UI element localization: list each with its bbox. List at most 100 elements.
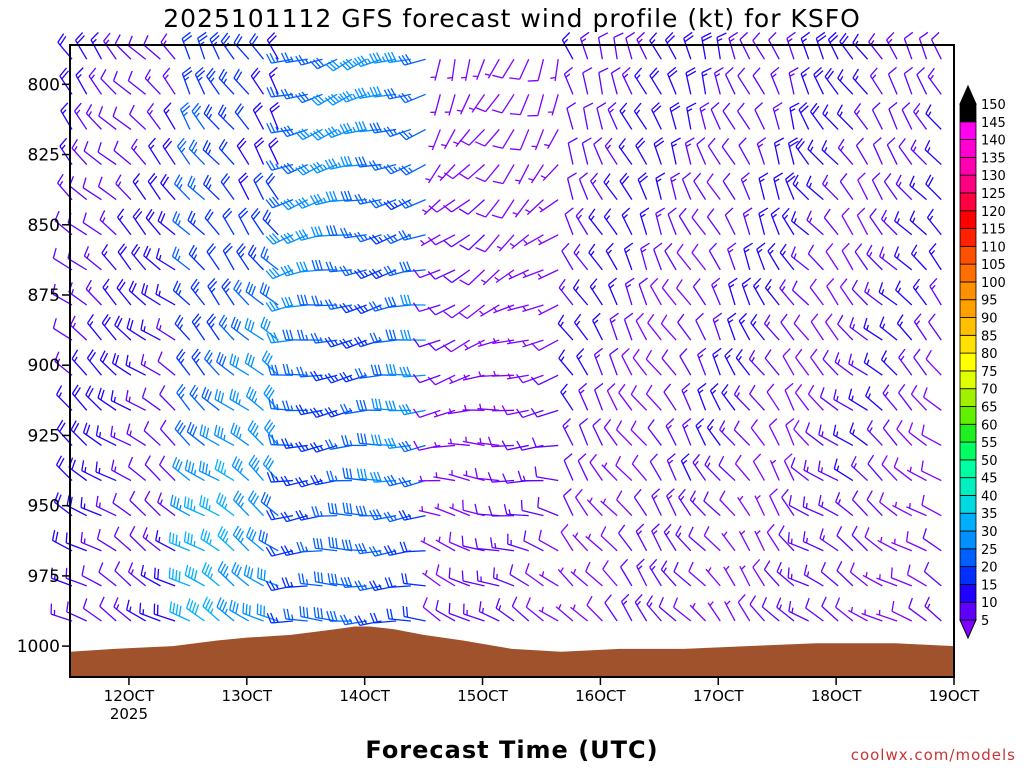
wind-barb <box>114 315 132 341</box>
barb-staff <box>199 434 220 447</box>
barb-half-feather <box>852 323 856 330</box>
barb-feather <box>822 349 829 360</box>
wind-barb <box>418 506 441 517</box>
barb-staff <box>562 425 574 446</box>
barb-staff <box>268 144 279 165</box>
wind-barb <box>803 459 824 482</box>
barb-staff <box>271 58 294 64</box>
wind-barb <box>837 138 854 165</box>
wind-barb <box>882 384 898 411</box>
barb-half-feather <box>850 606 854 613</box>
barb-staff <box>157 501 176 517</box>
barb-half-feather <box>712 284 718 289</box>
wind-barb <box>280 52 308 64</box>
barb-staff <box>578 389 589 411</box>
barb-feather <box>371 234 380 244</box>
barb-feather <box>191 313 200 323</box>
barb-feather <box>530 376 539 386</box>
barb-feather <box>398 230 405 241</box>
barb-staff <box>692 462 707 481</box>
wind-barb <box>709 383 721 411</box>
barb-half-feather <box>289 549 294 555</box>
barb-feather <box>324 128 332 138</box>
barb-staff <box>518 164 530 185</box>
barb-feather <box>180 102 189 110</box>
wind-barb <box>921 494 942 517</box>
barb-half-feather <box>739 495 744 501</box>
barb-feather <box>221 317 228 327</box>
barb-staff <box>636 565 648 587</box>
barb-staff <box>98 571 117 587</box>
barb-feather <box>88 67 97 77</box>
barb-feather <box>206 243 215 253</box>
barb-staff <box>159 428 176 446</box>
wind-barb <box>295 441 323 453</box>
barb-staff <box>685 72 692 95</box>
barb-feather <box>254 175 264 184</box>
barb-feather <box>269 509 276 520</box>
barb-half-feather <box>853 463 857 469</box>
barb-staff <box>495 607 515 622</box>
barb-staff <box>721 146 736 165</box>
wind-barb <box>776 561 795 587</box>
barb-feather <box>383 512 391 522</box>
wind-barb <box>95 461 117 482</box>
barb-feather <box>895 174 902 185</box>
wind-barb <box>879 316 898 341</box>
wind-barb <box>132 173 147 201</box>
barb-staff <box>74 39 88 60</box>
barb-feather <box>779 279 786 289</box>
barb-staff <box>112 362 132 376</box>
barb-staff <box>538 269 559 280</box>
barb-half-feather <box>606 144 612 150</box>
wind-barb <box>679 348 692 376</box>
wind-barb <box>800 66 810 95</box>
wind-barb <box>383 474 412 487</box>
wind-barb <box>562 488 574 516</box>
barb-staff <box>506 513 529 517</box>
wind-barb <box>692 453 707 481</box>
barb-staff <box>879 501 898 517</box>
wind-barb <box>780 313 795 341</box>
barb-half-feather <box>808 217 813 223</box>
barb-half-feather <box>393 269 397 275</box>
y-tick-label: 850 <box>28 216 60 236</box>
barb-feather <box>785 172 795 180</box>
barb-half-feather <box>270 73 276 78</box>
barb-staff <box>632 357 648 376</box>
barb-feather <box>144 284 149 296</box>
barb-feather <box>191 247 198 257</box>
barb-staff <box>573 252 589 271</box>
wind-barb <box>836 526 854 552</box>
wind-barb <box>924 139 942 166</box>
barb-feather <box>904 31 914 40</box>
barb-feather <box>849 562 855 573</box>
barb-feather <box>689 490 697 501</box>
barb-staff <box>220 181 235 201</box>
barb-feather <box>780 313 788 323</box>
wind-barb <box>849 422 868 446</box>
barb-feather <box>384 297 390 308</box>
wind-barb <box>492 164 515 185</box>
barb-feather <box>56 494 62 505</box>
wind-barb <box>716 32 727 60</box>
wind-barb <box>74 32 88 60</box>
barb-feather <box>314 506 320 517</box>
barb-feather <box>898 348 906 358</box>
barb-half-feather <box>709 601 714 607</box>
wind-barb <box>163 102 176 130</box>
wind-barb <box>833 458 854 482</box>
wind-barb <box>613 32 624 60</box>
barb-feather <box>851 525 858 536</box>
wind-barb <box>819 528 839 552</box>
barb-staff <box>752 566 766 587</box>
barb-staff <box>169 541 191 552</box>
barb-feather <box>343 614 350 625</box>
barb-feather <box>848 353 853 364</box>
barb-feather <box>761 597 768 608</box>
wind-barb <box>144 490 161 517</box>
barb-staff <box>271 479 294 483</box>
barb-feather <box>251 390 257 402</box>
barb-feather <box>327 407 335 417</box>
barb-feather <box>334 573 338 585</box>
